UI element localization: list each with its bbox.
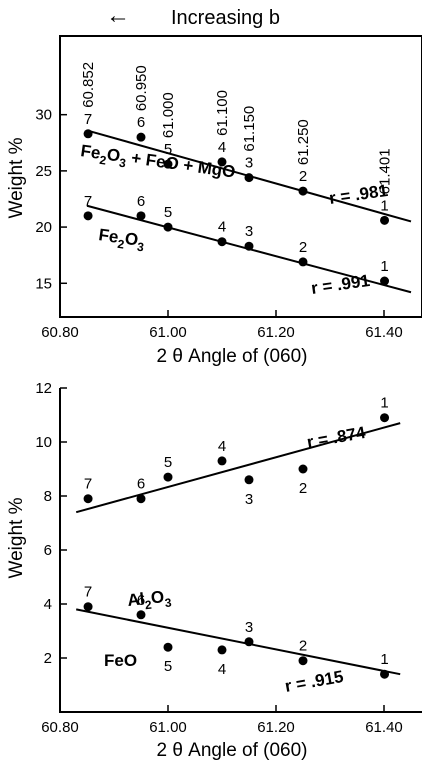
point-label-1-5: 5 <box>164 204 172 221</box>
r-label-feo: r = .915 <box>283 667 344 696</box>
point-label-1-2: 2 <box>299 239 307 256</box>
point-label-0-2: 2 <box>299 480 307 497</box>
data-point-0-6 <box>137 133 146 142</box>
data-point-1-7 <box>84 211 93 220</box>
point-label-1-4: 4 <box>218 219 226 236</box>
y-tick-label-2: 2 <box>44 650 52 667</box>
point-label-0-6: 6 <box>137 476 145 493</box>
data-point-0-7 <box>84 129 93 138</box>
point-label-1-1: 1 <box>380 258 388 275</box>
column-label-61.000: 61.000 <box>160 92 177 138</box>
point-label-1-3: 3 <box>245 619 253 636</box>
r-label-al2o3: r = .874 <box>305 423 367 452</box>
point-label-0-6: 6 <box>137 114 145 131</box>
data-point-1-3 <box>245 242 254 251</box>
data-point-1-5 <box>164 223 173 232</box>
data-point-1-5 <box>164 643 173 652</box>
data-point-1-3 <box>245 637 254 646</box>
point-label-1-6: 6 <box>137 193 145 210</box>
x-tick-label-61.20: 61.20 <box>257 324 295 341</box>
data-point-0-4 <box>218 456 227 465</box>
data-point-0-1 <box>380 216 389 225</box>
y-tick-label-4: 4 <box>44 596 52 613</box>
data-point-0-1 <box>380 413 389 422</box>
increasing-b-label: Increasing b <box>171 7 280 29</box>
x-tick-label-61.00: 61.00 <box>149 324 187 341</box>
data-point-1-4 <box>218 237 227 246</box>
bottom-fit-lines <box>76 423 400 674</box>
series-label-fe2o3: Fe2O3 <box>97 225 147 254</box>
top-y-axis: 15 20 25 30 <box>35 107 67 293</box>
bottom-chart: 2 4 6 8 10 12 60.80 61.00 61.20 61.40 7 6 5 4 3 2 1 7 6 5… <box>6 380 422 761</box>
data-point-1-2 <box>299 656 308 665</box>
x-tick-label-61.40: 61.40 <box>365 719 403 736</box>
point-label-1-7: 7 <box>84 584 92 601</box>
x-tick-label-61.20: 61.20 <box>257 719 295 736</box>
top-x-axis-title: 2 θ Angle of (060) <box>156 346 307 367</box>
point-label-0-3: 3 <box>245 155 253 172</box>
r-label-fe2o3: r = .991 <box>310 271 371 298</box>
data-point-1-1 <box>380 277 389 286</box>
y-tick-label-25: 25 <box>35 163 52 180</box>
point-label-1-3: 3 <box>245 223 253 240</box>
top-y-axis-title: Weight % <box>6 137 27 218</box>
data-point-0-2 <box>299 187 308 196</box>
point-label-0-7: 7 <box>84 111 92 128</box>
point-label-0-4: 4 <box>218 438 226 455</box>
point-label-0-1: 1 <box>380 395 388 412</box>
y-tick-label-6: 6 <box>44 542 52 559</box>
y-tick-label-8: 8 <box>44 488 52 505</box>
column-label-60.852: 60.852 <box>80 62 97 108</box>
point-label-0-5: 5 <box>164 454 172 471</box>
series-label-feo: FeO <box>104 651 137 670</box>
point-label-1-7: 7 <box>84 193 92 210</box>
data-point-1-6 <box>137 211 146 220</box>
bottom-y-axis: 2 4 6 8 10 12 <box>35 380 67 667</box>
point-label-1-1: 1 <box>380 651 388 668</box>
point-label-0-2: 2 <box>299 168 307 185</box>
y-tick-label-30: 30 <box>35 107 52 124</box>
x-tick-label-60.80: 60.80 <box>41 719 79 736</box>
top-column-labels: 60.852 60.950 61.000 61.100 61.150 61.250 61.4… <box>80 62 393 194</box>
point-label-0-4: 4 <box>218 139 226 156</box>
point-label-0-7: 7 <box>84 476 92 493</box>
point-label-1-2: 2 <box>299 638 307 655</box>
data-point-1-7 <box>84 602 93 611</box>
column-label-60.950: 60.950 <box>133 65 150 111</box>
point-label-0-3: 3 <box>245 491 253 508</box>
data-point-0-7 <box>84 494 93 503</box>
series-label-fe2o3-feo-mgo: Fe2O3 + FeO + MgO <box>79 141 237 185</box>
bottom-x-axis: 60.80 61.00 61.20 61.40 <box>41 705 403 736</box>
bottom-x-axis-title: 2 θ Angle of (060) <box>156 740 307 761</box>
column-label-61.250: 61.250 <box>295 119 312 165</box>
x-tick-label-61.00: 61.00 <box>149 719 187 736</box>
data-point-0-3 <box>245 475 254 484</box>
data-point-0-5 <box>164 473 173 482</box>
y-tick-label-12: 12 <box>35 380 52 397</box>
data-point-1-6 <box>137 610 146 619</box>
x-tick-label-60.80: 60.80 <box>41 324 79 341</box>
point-label-1-4: 4 <box>218 661 226 678</box>
y-tick-label-15: 15 <box>35 275 52 292</box>
data-point-0-6 <box>137 494 146 503</box>
increasing-b-arrow: ← <box>106 2 130 29</box>
top-x-axis: 60.80 61.00 61.20 61.40 <box>41 310 403 341</box>
column-label-61.150: 61.150 <box>241 106 258 152</box>
y-tick-label-20: 20 <box>35 219 52 236</box>
data-point-1-2 <box>299 257 308 266</box>
bottom-y-axis-title: Weight % <box>6 497 27 578</box>
data-point-1-4 <box>218 645 227 654</box>
series-label-al2o3: Al2O3 <box>126 586 172 613</box>
data-point-0-2 <box>299 465 308 474</box>
x-tick-label-61.40: 61.40 <box>365 324 403 341</box>
column-label-61.100: 61.100 <box>214 90 231 136</box>
point-label-1-5: 5 <box>164 658 172 675</box>
y-tick-label-10: 10 <box>35 434 52 451</box>
data-point-0-3 <box>245 173 254 182</box>
data-point-1-1 <box>380 670 389 679</box>
